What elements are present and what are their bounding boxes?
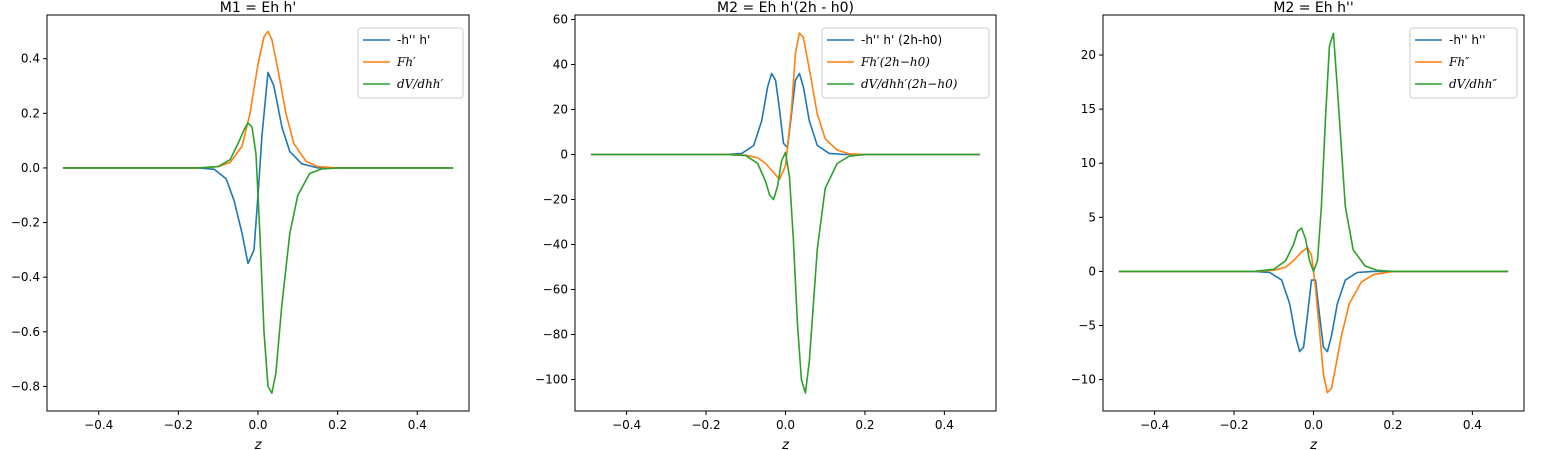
x-tick-label: −0.2 — [164, 418, 193, 432]
series-line-2 — [590, 32, 981, 181]
x-tick-label: −0.4 — [612, 418, 641, 432]
x-tick-label: 0.4 — [935, 418, 954, 432]
legend-label: dV/dhh′ — [397, 77, 444, 91]
legend-label: -h'' h'' — [1449, 33, 1486, 47]
y-tick-label: −0.4 — [11, 270, 40, 284]
y-tick-label: −5 — [1078, 319, 1096, 333]
x-tick-label: 0.4 — [408, 418, 427, 432]
legend-box — [821, 27, 990, 99]
legend-label: Fh′ — [396, 55, 416, 69]
chart-panel-1: M1 = Eh h' −0.4 −0.2 0.0 0.2 0.4 −0.8 −0.6 −0.4 −… — [11, 0, 470, 450]
y-tick-label: −20 — [543, 193, 568, 207]
x-axis-label: z — [781, 438, 790, 450]
series-line-1 — [1118, 270, 1509, 353]
x-tick-label: 0.4 — [1463, 418, 1482, 432]
legend: -h'' h' Fh′ dV/dhh′ — [357, 27, 464, 99]
y-tick-label: 20 — [553, 103, 568, 117]
y-tick-label: 10 — [1081, 156, 1096, 170]
legend: -h'' h' (2h-h0) Fh′(2h−h0) dV/dhh′(2h−h0) — [821, 27, 990, 99]
x-axis-label: z — [254, 438, 263, 450]
legend-label: dV/dhh″ — [1449, 77, 1498, 91]
series-line-3 — [62, 122, 454, 395]
series-line-1 — [590, 72, 981, 156]
x-axis-label: z — [1309, 438, 1318, 450]
legend-box — [357, 27, 464, 99]
x-tick-label: 0.0 — [776, 418, 795, 432]
x-tick-label: 0.0 — [248, 418, 267, 432]
y-tick-label: −60 — [543, 283, 568, 297]
y-tick-label: 0 — [560, 148, 568, 162]
x-tick-label: −0.2 — [1219, 418, 1248, 432]
x-tick-label: 0.2 — [1383, 418, 1402, 432]
chart-panel-2: M2 = Eh h'(2h - h0) −0.4 −0.2 0.0 0.2 0.4 −100… — [535, 0, 997, 450]
y-tick-label: 0 — [1088, 264, 1096, 278]
y-tick-label: 0.2 — [21, 106, 40, 120]
y-tick-label: −0.6 — [11, 325, 40, 339]
series-line-2 — [62, 30, 454, 169]
legend: -h'' h'' Fh″ dV/dhh″ — [1409, 27, 1518, 99]
legend-label: dV/dhh′(2h−h0) — [861, 77, 958, 91]
x-tick-label: −0.4 — [1140, 418, 1169, 432]
legend-box — [1409, 27, 1518, 99]
y-tick-label: 15 — [1081, 102, 1096, 116]
y-tick-label: −100 — [535, 373, 568, 387]
legend-label: Fh″ — [1448, 55, 1470, 69]
legend-label: -h'' h' (2h-h0) — [861, 33, 942, 47]
series-line-2 — [1118, 246, 1509, 394]
chart-title: M2 = Eh h'' — [1273, 0, 1353, 16]
series-line-3 — [590, 151, 981, 394]
y-tick-label: 5 — [1088, 210, 1096, 224]
legend-label: -h'' h' — [397, 33, 430, 47]
y-tick-label: −40 — [543, 238, 568, 252]
series-line-3 — [1118, 32, 1509, 273]
x-tick-label: 0.2 — [328, 418, 347, 432]
y-tick-label: −80 — [543, 328, 568, 342]
x-tick-label: −0.2 — [691, 418, 720, 432]
y-tick-label: 0.4 — [21, 52, 40, 66]
x-tick-label: 0.2 — [855, 418, 874, 432]
y-tick-label: 60 — [553, 13, 568, 27]
y-tick-label: 40 — [553, 58, 568, 72]
y-tick-label: −0.8 — [11, 379, 40, 393]
y-tick-label: 0.0 — [21, 161, 40, 175]
y-tick-label: 20 — [1081, 48, 1096, 62]
y-tick-label: −10 — [1071, 373, 1096, 387]
chart-title: M1 = Eh h' — [220, 0, 297, 16]
x-tick-label: 0.0 — [1304, 418, 1323, 432]
chart-title: M2 = Eh h'(2h - h0) — [717, 0, 854, 16]
chart-panel-3: M2 = Eh h'' −0.4 −0.2 0.0 0.2 0.4 −10 −5 0 5 10 15 2… — [1071, 0, 1525, 450]
y-tick-label: −0.2 — [11, 216, 40, 230]
legend-label: Fh′(2h−h0) — [860, 55, 930, 69]
x-tick-label: −0.4 — [84, 418, 113, 432]
